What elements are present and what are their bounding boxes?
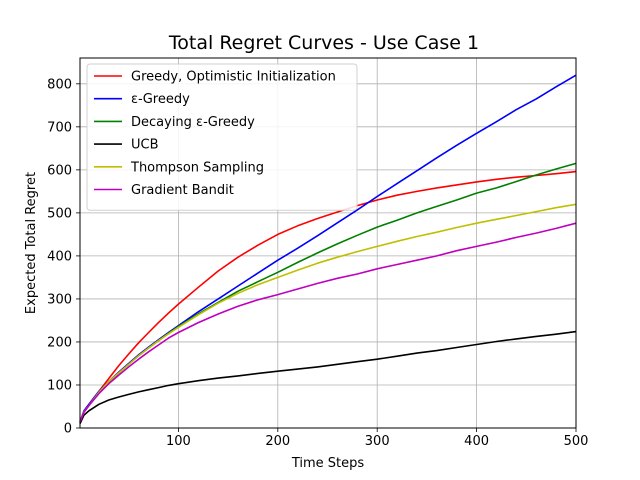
y-tick-label: 700 (47, 120, 72, 135)
y-tick-label: 100 (47, 378, 72, 393)
y-axis-label: Expected Total Regret (24, 172, 39, 314)
x-axis-label: Time Steps (291, 456, 365, 471)
x-tick-label: 500 (564, 434, 589, 449)
series-line (79, 203, 577, 422)
chart-title: Total Regret Curves - Use Case 1 (168, 32, 479, 54)
y-tick-label: 300 (47, 292, 72, 307)
x-tick-label: 300 (365, 434, 390, 449)
x-tick-label: 100 (166, 434, 191, 449)
series-line (79, 170, 577, 424)
y-tick-label: 0 (64, 422, 72, 437)
y-tick-label: 500 (47, 206, 72, 221)
axis-ticks: 100 200 300 400 500 0 100 200 300 400 500 600 700 800 (47, 77, 588, 449)
plot-frame (79, 57, 577, 429)
y-tick-label: 800 (47, 77, 72, 92)
y-tick-label: 200 (47, 335, 72, 350)
x-tick-label: 400 (464, 434, 489, 449)
legend: Greedy, Optimistic Initialization ε-Greed… (86, 63, 358, 211)
series-line (79, 330, 577, 425)
legend-label: Decaying ε-Greedy (131, 115, 255, 130)
legend-label: ε-Greedy (131, 92, 190, 107)
legend-label: Gradient Bandit (131, 183, 234, 198)
legend-label: UCB (131, 138, 159, 153)
series-lines (79, 74, 577, 425)
legend-label: Thompson Sampling (130, 160, 264, 175)
series-line (79, 222, 577, 423)
legend-label: Greedy, Optimistic Initialization (131, 70, 336, 85)
x-tick-label: 200 (265, 434, 290, 449)
y-tick-label: 400 (47, 249, 72, 264)
legend-box (86, 63, 358, 211)
y-tick-label: 600 (47, 163, 72, 178)
